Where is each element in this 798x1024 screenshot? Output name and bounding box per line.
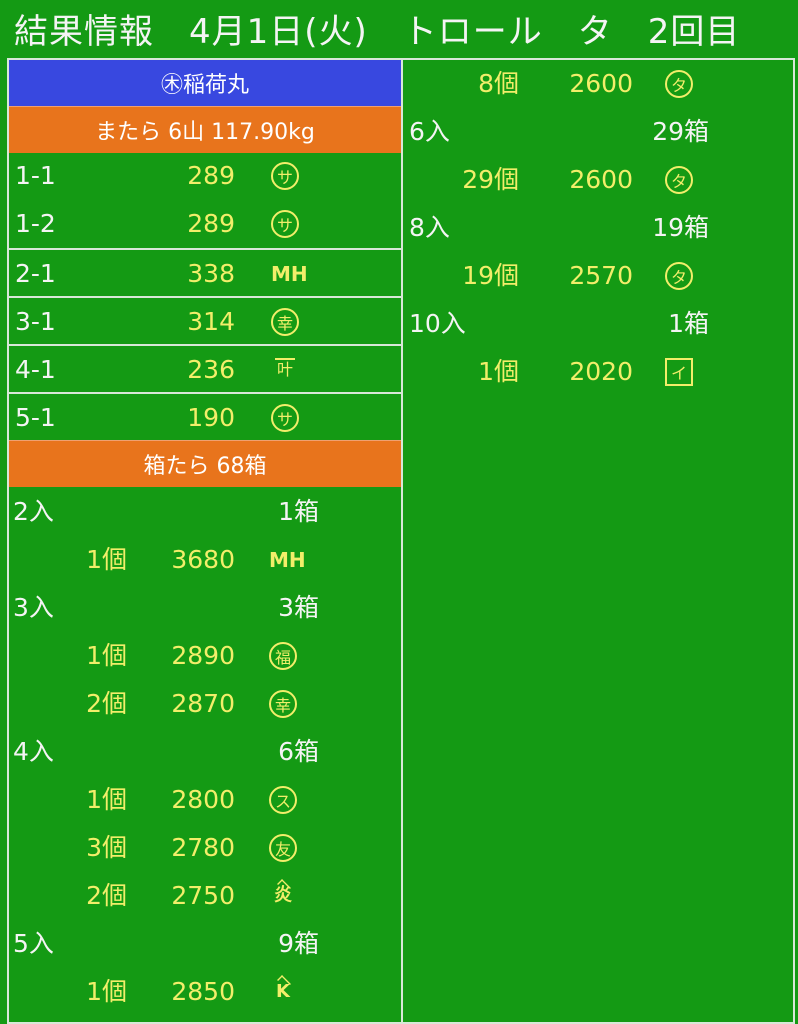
count: 29個 <box>462 165 519 194</box>
mata-row: 5-1 190 サ <box>9 392 401 442</box>
vendor-mark-icon: ス <box>269 786 297 814</box>
mata-row: 2-1 338 MH <box>9 248 401 298</box>
price-row: 1個 2020 イ <box>403 348 793 396</box>
pack-size: 3入 <box>13 593 54 622</box>
box-count: 9箱 <box>278 929 319 958</box>
weight: 236 <box>187 355 235 384</box>
pack-group-header: 2入 1箱 <box>9 488 401 536</box>
pack-size: 4入 <box>13 737 54 766</box>
count: 1個 <box>478 357 519 386</box>
mata-row: 1-1 289 サ <box>9 152 401 200</box>
price-row: 19個 2570 タ <box>403 252 793 300</box>
pack-group-header: 5入 9箱 <box>9 920 401 968</box>
vendor-mark-icon: イ <box>665 358 693 386</box>
lot-id: 4-1 <box>15 355 56 384</box>
vendor-mark-icon: タ <box>665 166 693 194</box>
vendor-mark-icon: タ <box>665 70 693 98</box>
vendor-mark-icon: K <box>269 978 297 1006</box>
price: 2750 <box>171 881 235 910</box>
price: 2780 <box>171 833 235 862</box>
box-count: 1箱 <box>278 497 319 526</box>
pack-group-header: 10入 1箱 <box>403 300 793 348</box>
mata-row: 4-1 236 叶 <box>9 344 401 394</box>
count: 3個 <box>86 833 127 862</box>
price: 2600 <box>569 165 633 194</box>
price-row: 8個 2600 タ <box>403 60 793 108</box>
count: 1個 <box>86 545 127 574</box>
hako-summary: 箱たら 68箱 <box>9 440 401 487</box>
pack-size: 10入 <box>409 309 466 338</box>
price-row: 1個 2890 福 <box>9 632 401 680</box>
lot-id: 5-1 <box>15 403 56 432</box>
box-count: 19箱 <box>652 213 709 242</box>
mata-summary: またら 6山 117.90kg <box>9 106 401 153</box>
vendor-mark-icon: 福 <box>269 642 297 670</box>
lot-id: 1-2 <box>15 209 56 238</box>
vessel-name: ㊍稲荷丸 <box>9 60 401 106</box>
price-row: 3個 2780 友 <box>9 824 401 872</box>
right-panel: 8個 2600 タ 6入 29箱 29個 2600 タ 8入 19箱 19個 2570 タ 10入 1箱 1個… <box>401 58 795 1024</box>
price: 2600 <box>569 69 633 98</box>
pack-size: 5入 <box>13 929 54 958</box>
left-panel: ㊍稲荷丸 またら 6山 117.90kg 1-1 289 サ 1-2 289 サ 2-1 33… <box>7 58 403 1024</box>
mata-row: 3-1 314 幸 <box>9 296 401 346</box>
pack-group-header: 4入 6箱 <box>9 728 401 776</box>
price-row: 2個 2870 幸 <box>9 680 401 728</box>
box-count: 1箱 <box>668 309 709 338</box>
count: 8個 <box>478 69 519 98</box>
pack-size: 6入 <box>409 117 450 146</box>
pack-group-header: 6入 29箱 <box>403 108 793 156</box>
count: 1個 <box>86 641 127 670</box>
price-row: 1個 2800 ス <box>9 776 401 824</box>
mata-row: 1-2 289 サ <box>9 200 401 248</box>
vendor-mark-icon: サ <box>271 162 299 190</box>
price: 2800 <box>171 785 235 814</box>
price-row: 29個 2600 タ <box>403 156 793 204</box>
count: 2個 <box>86 689 127 718</box>
lot-id: 2-1 <box>15 259 56 288</box>
pack-group-header: 3入 3箱 <box>9 584 401 632</box>
vendor-mark-icon: MH <box>269 548 306 572</box>
vendor-mark-icon: サ <box>271 210 299 238</box>
pack-group-header: 8入 19箱 <box>403 204 793 252</box>
price-row: 1個 3680 MH <box>9 536 401 584</box>
lot-id: 1-1 <box>15 161 56 190</box>
vendor-mark-icon: 幸 <box>269 690 297 718</box>
vendor-mark-icon: 幸 <box>271 308 299 336</box>
count: 19個 <box>462 261 519 290</box>
vendor-mark-icon: 炎 <box>269 882 297 910</box>
price: 2870 <box>171 689 235 718</box>
vendor-mark-icon: サ <box>271 404 299 432</box>
weight: 314 <box>187 307 235 336</box>
count: 2個 <box>86 881 127 910</box>
vendor-mark-icon: タ <box>665 262 693 290</box>
box-count: 6箱 <box>278 737 319 766</box>
price: 3680 <box>171 545 235 574</box>
weight: 289 <box>187 209 235 238</box>
box-count: 29箱 <box>652 117 709 146</box>
count: 1個 <box>86 785 127 814</box>
page-title: 結果情報 4月1日(火) トロール タ 2回目 <box>14 12 741 52</box>
vendor-mark-icon: MH <box>271 262 308 286</box>
lot-id: 3-1 <box>15 307 56 336</box>
weight: 289 <box>187 161 235 190</box>
pack-size: 2入 <box>13 497 54 526</box>
price: 2570 <box>569 261 633 290</box>
vendor-mark-icon: 叶 <box>271 356 299 384</box>
price: 2020 <box>569 357 633 386</box>
price: 2850 <box>171 977 235 1006</box>
weight: 190 <box>187 403 235 432</box>
price: 2890 <box>171 641 235 670</box>
price-row: 1個 2850 K <box>9 968 401 1016</box>
pack-size: 8入 <box>409 213 450 242</box>
box-count: 3箱 <box>278 593 319 622</box>
price-row: 2個 2750 炎 <box>9 872 401 920</box>
vendor-mark-icon: 友 <box>269 834 297 862</box>
count: 1個 <box>86 977 127 1006</box>
weight: 338 <box>187 259 235 288</box>
